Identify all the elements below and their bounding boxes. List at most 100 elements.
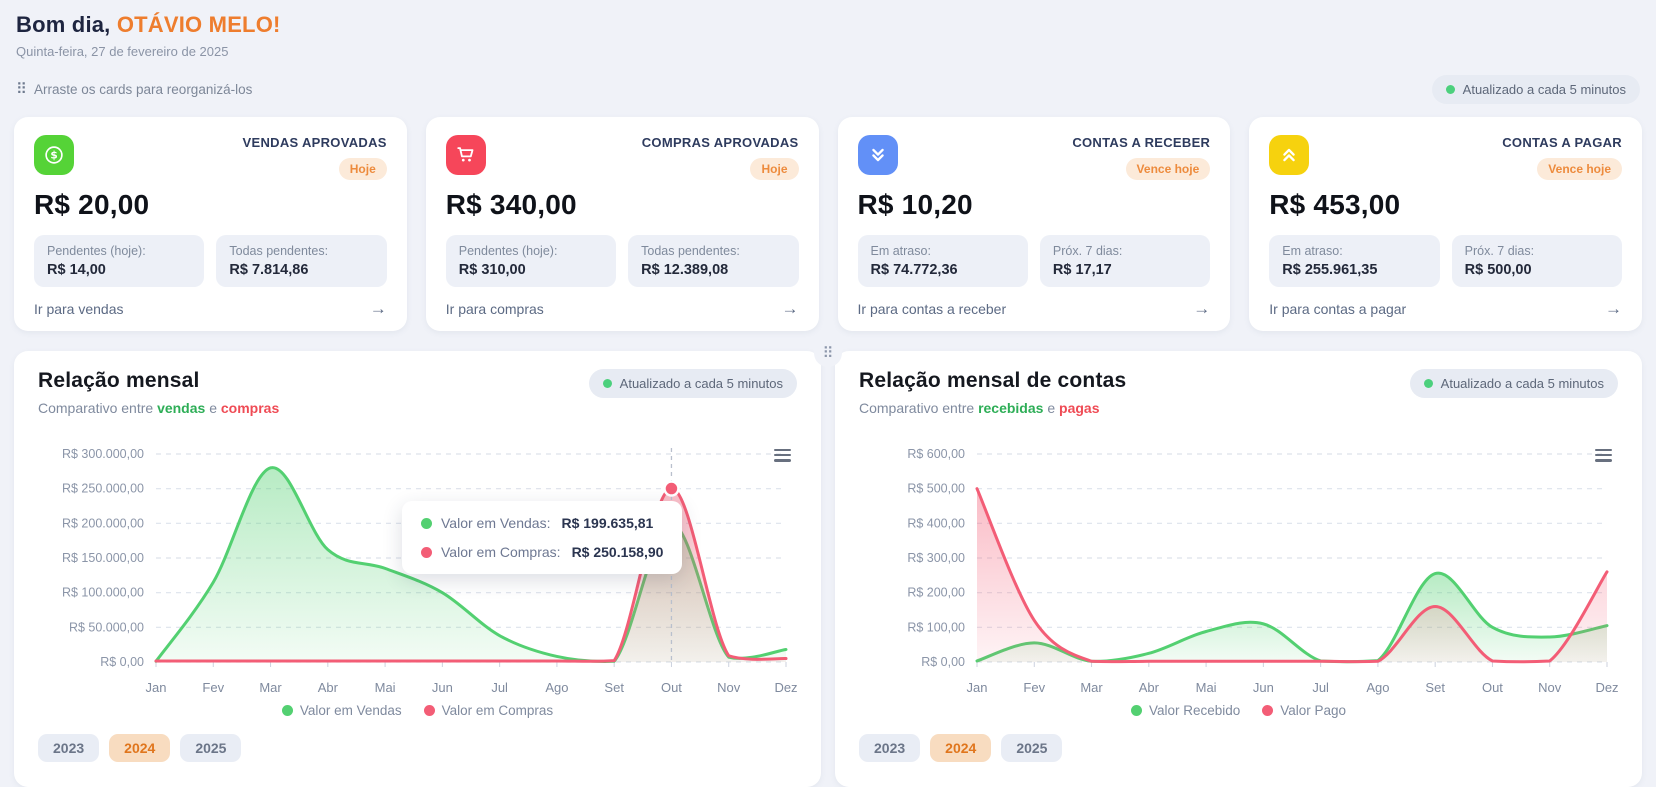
refresh-status-label: Atualizado a cada 5 minutos — [1462, 82, 1626, 97]
svg-text:R$ 50.000,00: R$ 50.000,00 — [69, 620, 144, 634]
card-top: COMPRAS APROVADAS Hoje — [445, 135, 799, 180]
go-to-contas-a-pagar-link[interactable]: Ir para contas a pagar → — [1269, 300, 1622, 317]
go-to-compras-link[interactable]: Ir para compras → — [446, 300, 799, 317]
chart-titles: Relação mensal Comparativo entre vendas … — [38, 369, 279, 416]
year-button-2025[interactable]: 2025 — [1001, 734, 1063, 762]
card-title: CONTAS A RECEBER — [1072, 135, 1211, 150]
green-status-dot-icon — [602, 379, 612, 388]
chart-tooltip: Valor em Vendas: R$ 199.635,81 Valor em … — [402, 501, 683, 574]
dashboard-page: Bom dia, OTÁVIO MELO! Quinta-feira, 27 d… — [0, 12, 1656, 787]
subtitle-prefix: Comparativo entre — [859, 400, 979, 416]
card-meta: CONTAS A PAGAR Vence hoje — [1502, 135, 1622, 180]
legend-dot-red — [423, 705, 435, 716]
year-selector: 2023 2024 2025 — [859, 734, 1618, 762]
chart-subtitle: Comparativo entre vendas e compras — [38, 400, 279, 416]
drag-handle-icon[interactable]: ⠿ — [814, 339, 842, 367]
legend-item-compras[interactable]: Valor em Compras — [423, 703, 553, 718]
svg-text:Dez: Dez — [774, 680, 797, 695]
stat-label: Em atraso: — [870, 244, 931, 258]
svg-text:R$ 600,00: R$ 600,00 — [907, 447, 965, 461]
link-label: Ir para contas a pagar — [1269, 300, 1407, 317]
refresh-status-badge: Atualizado a cada 5 minutos — [1431, 75, 1640, 104]
arrow-right-icon: → — [369, 299, 387, 318]
svg-text:Jul: Jul — [491, 680, 508, 695]
legend-dot-green — [1130, 705, 1142, 716]
legend-dot-red — [1262, 705, 1274, 716]
year-button-2024-active[interactable]: 2024 — [109, 734, 171, 762]
stat-label: Todas pendentes: — [641, 244, 740, 258]
svg-text:Jan: Jan — [146, 680, 167, 695]
card-value: R$ 340,00 — [445, 189, 577, 220]
svg-text:Jul: Jul — [1312, 680, 1329, 695]
svg-text:Mar: Mar — [1080, 680, 1103, 695]
chart-card-relacao-mensal: Relação mensal Comparativo entre vendas … — [14, 351, 821, 787]
refresh-status-label: Atualizado a cada 5 minutos — [1440, 376, 1604, 391]
svg-text:R$ 500,00: R$ 500,00 — [907, 482, 965, 496]
angles-down-icon — [857, 135, 898, 175]
chart-title: Relação mensal — [38, 369, 200, 392]
subtitle-conjunction: e — [1043, 400, 1060, 416]
page-title: Bom dia, OTÁVIO MELO! — [16, 12, 1640, 38]
year-button-2024-active[interactable]: 2024 — [930, 734, 992, 762]
stat-label: Pendentes (hoje): — [47, 244, 146, 258]
year-button-2025[interactable]: 2025 — [180, 734, 242, 762]
drag-hint-label: Arraste os cards para reorganizá-los — [34, 82, 253, 97]
year-selector: 2023 2024 2025 — [38, 734, 797, 762]
card-top: $ VENDAS APROVADAS Hoje — [34, 135, 387, 180]
card-value: R$ 10,20 — [857, 189, 973, 220]
year-button-2023[interactable]: 2023 — [38, 734, 100, 762]
svg-text:Ago: Ago — [1366, 680, 1389, 695]
stat-label: Próx. 7 dias: — [1464, 244, 1535, 258]
go-to-contas-a-receber-link[interactable]: Ir para contas a receber → — [858, 300, 1211, 317]
card-top: CONTAS A RECEBER Vence hoje — [857, 135, 1211, 180]
chart-title: Relação mensal de contas — [859, 369, 1127, 392]
chart-header: Relação mensal Comparativo entre vendas … — [38, 369, 797, 416]
svg-text:Ago: Ago — [545, 680, 568, 695]
card-value: R$ 453,00 — [1269, 189, 1401, 220]
svg-text:R$ 100,00: R$ 100,00 — [907, 620, 965, 634]
svg-text:Set: Set — [1425, 680, 1445, 695]
legend-item-pago[interactable]: Valor Pago — [1262, 703, 1346, 718]
link-label: Ir para contas a receber — [857, 300, 1007, 317]
stat-label: Todas pendentes: — [229, 244, 329, 258]
card-contas-a-receber[interactable]: CONTAS A RECEBER Vence hoje R$ 10,20 Em … — [837, 117, 1231, 331]
stat-box: Pendentes (hoje): R$ 14,00 — [34, 235, 205, 287]
area-chart-recebidas-pagas[interactable]: R$ 0,00 R$ 100,00 R$ 200,00 R$ 300,00 R$ 400… — [859, 440, 1618, 700]
card-contas-a-pagar[interactable]: CONTAS A PAGAR Vence hoje R$ 453,00 Em a… — [1249, 117, 1642, 331]
legend-item-recebido[interactable]: Valor Recebido — [1130, 703, 1240, 718]
drag-cards-hint[interactable]: ⠿ Arraste os cards para reorganizá-los — [16, 82, 252, 97]
stat-box: Todas pendentes: R$ 7.814,86 — [216, 235, 387, 287]
angles-up-icon — [1269, 135, 1310, 175]
svg-text:Abr: Abr — [318, 680, 339, 695]
chart-menu-icon[interactable] — [771, 446, 794, 465]
kpi-cards-row: $ VENDAS APROVADAS Hoje R$ 20,00 Pendent… — [14, 117, 1642, 331]
link-label: Ir para vendas — [34, 300, 124, 317]
stat-value: R$ 500,00 — [1464, 262, 1532, 278]
arrow-right-icon: → — [781, 299, 799, 318]
go-to-vendas-link[interactable]: Ir para vendas → — [34, 300, 387, 317]
chart-legend: Valor em Vendas Valor em Compras — [38, 703, 797, 718]
svg-text:Jan: Jan — [967, 680, 988, 695]
charts-row: ⠿ Relação mensal Comparativo entre venda… — [14, 339, 1642, 787]
svg-text:Jun: Jun — [1253, 680, 1274, 695]
legend-label: Valor em Vendas — [299, 703, 402, 718]
card-stats: Pendentes (hoje): R$ 14,00 Todas pendent… — [34, 235, 387, 287]
svg-text:R$ 200.000,00: R$ 200.000,00 — [62, 516, 144, 530]
svg-text:R$ 0,00: R$ 0,00 — [100, 655, 144, 669]
tooltip-label: Valor em Vendas: — [441, 515, 551, 531]
year-button-2023[interactable]: 2023 — [859, 734, 921, 762]
subtitle-conjunction: e — [205, 400, 221, 416]
legend-item-vendas[interactable]: Valor em Vendas — [281, 703, 402, 718]
card-title: VENDAS APROVADAS — [242, 135, 387, 150]
stat-label: Pendentes (hoje): — [458, 244, 558, 258]
stat-box: Pendentes (hoje): R$ 310,00 — [445, 235, 617, 287]
card-stats: Em atraso: R$ 255.961,35 Próx. 7 dias: R… — [1269, 235, 1622, 287]
svg-text:R$ 0,00: R$ 0,00 — [921, 655, 965, 669]
stat-value: R$ 255.961,35 — [1282, 262, 1378, 278]
link-label: Ir para compras — [445, 300, 544, 317]
card-vendas-aprovadas[interactable]: $ VENDAS APROVADAS Hoje R$ 20,00 Pendent… — [14, 117, 407, 331]
chart-menu-icon[interactable] — [1592, 446, 1615, 465]
greeting-text: Bom dia, — [16, 12, 111, 37]
tooltip-value: R$ 199.635,81 — [561, 515, 654, 531]
card-compras-aprovadas[interactable]: COMPRAS APROVADAS Hoje R$ 340,00 Pendent… — [425, 117, 819, 331]
